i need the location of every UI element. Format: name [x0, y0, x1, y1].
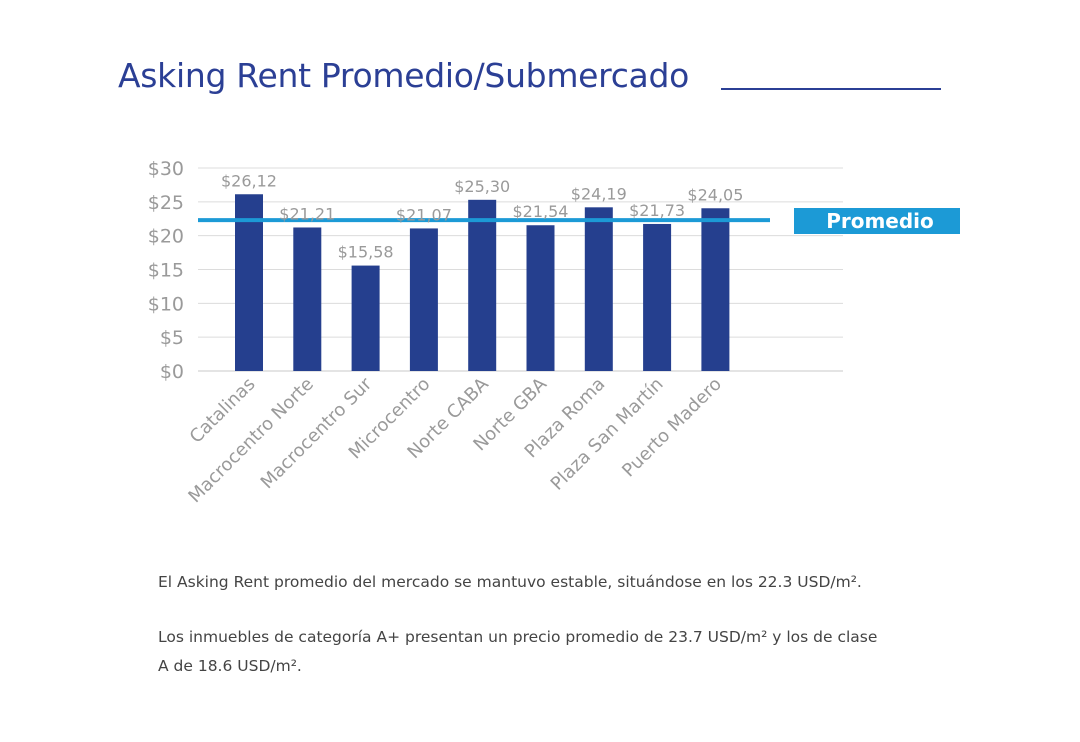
y-axis-ticks: $0 $5 $10 $15 $20 $25 $30 [148, 158, 184, 383]
bar [526, 225, 555, 371]
data-label: $26,12 [221, 171, 277, 190]
y-tick-label: $10 [148, 293, 184, 315]
data-label: $15,58 [338, 243, 394, 262]
average-badge-label: Promedio [826, 209, 934, 233]
y-tick-label: $20 [148, 226, 184, 248]
bar [701, 208, 730, 371]
bars [235, 194, 730, 371]
bar [351, 265, 380, 371]
average-badge [794, 208, 960, 234]
category-label: Puerto Madero [618, 374, 726, 482]
data-label: $25,30 [454, 177, 510, 196]
reference-line-group: Promedio [198, 208, 960, 234]
paragraph-categories-line-1: Los inmuebles de categoría A+ presentan … [158, 628, 878, 646]
data-label: $21,21 [279, 204, 335, 223]
data-label: $21,54 [513, 202, 569, 221]
bar [643, 223, 672, 371]
paragraph-categories: Los inmuebles de categoría A+ presentan … [158, 623, 938, 681]
data-label: $21,73 [629, 201, 685, 220]
y-tick-label: $5 [160, 327, 184, 349]
data-label: $24,05 [687, 185, 743, 204]
bar [293, 227, 322, 371]
page-title: Asking Rent Promedio/Submercado [118, 56, 690, 95]
y-tick-label: $25 [148, 192, 184, 214]
y-tick-label: $15 [148, 260, 184, 282]
y-tick-label: $30 [148, 158, 184, 180]
bar [584, 207, 613, 371]
paragraph-average-text: El Asking Rent promedio del mercado se m… [158, 573, 862, 591]
paragraph-categories-line-2: A de 18.6 USD/m². [158, 657, 302, 675]
bar [468, 199, 497, 371]
y-tick-label: $0 [160, 361, 184, 383]
data-labels: $26,12$21,21$15,58$21,07$25,30$21,54$24,… [221, 171, 743, 261]
rent-bar-chart: $0 $5 $10 $15 $20 $25 $30 Promedio $26,12$21,2… [148, 158, 960, 507]
category-label: Macrocentro Sur [257, 373, 377, 493]
bar [409, 228, 438, 371]
data-label: $24,19 [571, 184, 627, 203]
title-rule [721, 88, 941, 90]
bar [235, 194, 263, 371]
paragraph-average: El Asking Rent promedio del mercado se m… [158, 568, 938, 597]
data-label: $21,07 [396, 205, 452, 224]
